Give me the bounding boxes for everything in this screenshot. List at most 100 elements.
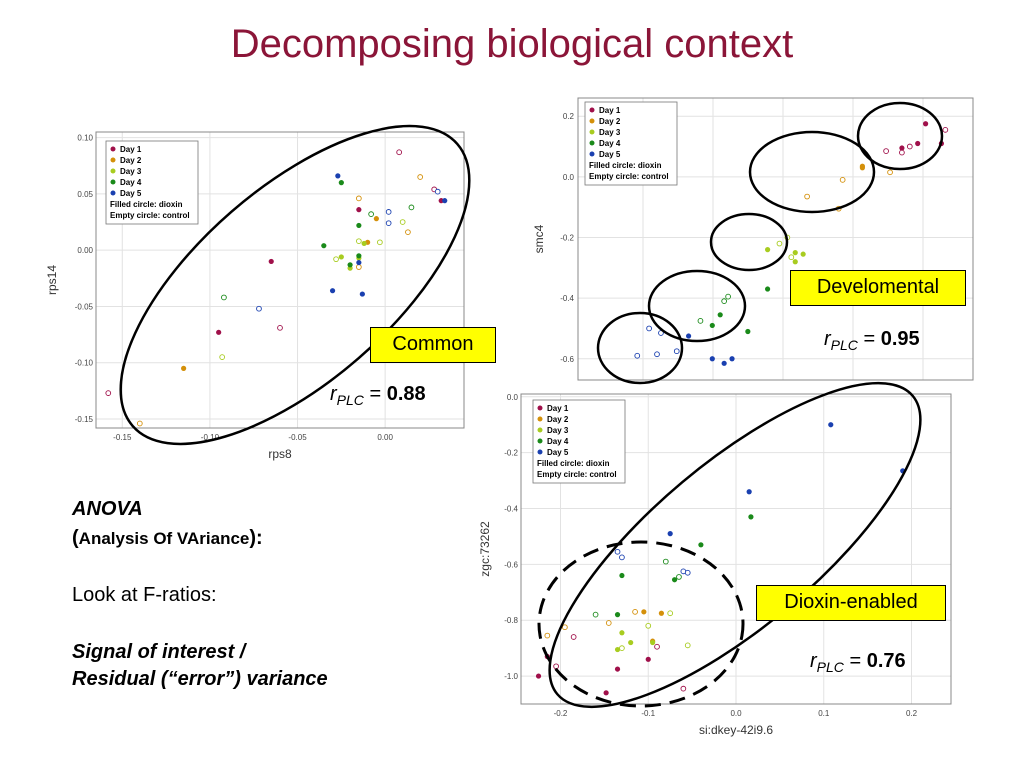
- y-tick-label: -0.4: [560, 294, 574, 303]
- point-control: [658, 330, 664, 336]
- legend-label: Day 4: [547, 437, 569, 446]
- legend-label: Day 3: [120, 167, 142, 176]
- chart-common: -0.15 -0.10 -0.05 0.00 0.10 0.05 0.00 -0.05 -0.1…: [45, 131, 465, 461]
- point-control: [839, 177, 846, 183]
- point-dioxin: [765, 247, 771, 253]
- y-tick-label: 0.00: [77, 246, 93, 255]
- point-control: [277, 324, 283, 331]
- y-tick-label: -0.05: [75, 302, 94, 311]
- x-tick-label: -0.15: [113, 433, 132, 442]
- point-control: [654, 351, 660, 358]
- point-dioxin: [650, 639, 656, 646]
- legend-marker: [589, 151, 595, 157]
- point-dioxin: [658, 610, 665, 616]
- point-control: [654, 643, 660, 650]
- legend-marker: [110, 168, 116, 174]
- point-control: [676, 574, 682, 580]
- point-dioxin: [321, 243, 327, 249]
- point-control: [544, 632, 551, 639]
- anova-expansion: (Analysis Of VAriance):: [72, 527, 263, 549]
- point-dioxin: [745, 328, 751, 335]
- legend-label: Day 5: [547, 448, 569, 457]
- residual-line: Residual (“error”) variance: [72, 668, 328, 690]
- point-control: [697, 318, 704, 324]
- point-dioxin: [717, 312, 723, 318]
- point-dioxin: [915, 140, 921, 147]
- y-tick-label: -0.6: [560, 355, 574, 364]
- point-control: [614, 548, 621, 555]
- chart-dioxin: -0.2 -0.1 0.0 0.1 0.2 0.0 -0.2 -0.4 -0.6 -0.8 -1.0…: [479, 393, 952, 737]
- legend-marker: [537, 416, 543, 422]
- point-control: [646, 325, 652, 332]
- x-tick-label: -0.05: [288, 433, 307, 442]
- point-control: [368, 211, 374, 218]
- point-dioxin: [373, 216, 379, 222]
- point-dioxin: [361, 240, 367, 247]
- point-control: [619, 645, 625, 651]
- point-dioxin: [619, 630, 625, 636]
- point-dioxin: [641, 609, 647, 615]
- point-control: [804, 193, 810, 200]
- point-dioxin: [442, 198, 448, 204]
- x-tick-label: 0.0: [730, 709, 742, 718]
- point-dioxin: [729, 356, 735, 362]
- point-dioxin: [338, 180, 344, 186]
- y-tick-label: -1.0: [504, 672, 518, 681]
- legend-label: Day 3: [547, 426, 569, 435]
- point-dioxin: [721, 360, 727, 366]
- point-dioxin: [268, 258, 274, 265]
- y-tick-label: 0.0: [507, 393, 519, 402]
- point-control: [333, 256, 339, 263]
- anova-heading: ANOVA: [72, 498, 143, 520]
- point-control: [721, 298, 728, 305]
- point-dioxin: [359, 291, 365, 297]
- legend-note: Filled circle: dioxin: [110, 200, 183, 209]
- legend-note: Empty circle: control: [537, 470, 617, 479]
- legend-note: Filled circle: dioxin: [589, 161, 662, 170]
- point-control: [899, 149, 905, 156]
- y-tick-label: 0.05: [77, 190, 93, 199]
- legend-marker: [110, 146, 116, 152]
- legend-label: Day 1: [599, 106, 621, 115]
- point-control: [136, 420, 143, 427]
- point-dioxin: [614, 666, 621, 672]
- anova-text-block: ANOVA (Analysis Of VAriance): Look at F-…: [72, 498, 328, 691]
- point-control: [592, 611, 599, 618]
- point-control: [942, 126, 949, 133]
- point-control: [408, 204, 415, 211]
- legend-marker: [110, 157, 116, 163]
- legend-marker: [110, 190, 116, 196]
- y-tick-label: -0.8: [504, 616, 518, 625]
- point-dioxin: [645, 656, 651, 662]
- legend-marker: [589, 107, 595, 113]
- point-control: [356, 238, 362, 245]
- point-control: [619, 554, 625, 561]
- point-control: [662, 558, 669, 565]
- point-dioxin: [628, 639, 634, 646]
- point-control: [221, 294, 227, 301]
- point-dioxin: [614, 612, 621, 618]
- y-tick-label: -0.15: [75, 415, 94, 424]
- point-control: [632, 608, 638, 615]
- y-axis-label: smc4: [533, 224, 546, 253]
- slide-title: Decomposing biological context: [230, 22, 794, 66]
- legend-label: Day 3: [599, 128, 621, 137]
- legend-label: Day 4: [599, 139, 621, 148]
- point-dioxin: [938, 140, 944, 147]
- point-control: [634, 352, 641, 359]
- legend-label: Day 2: [599, 117, 621, 126]
- legend-label: Day 1: [547, 404, 569, 413]
- rplc-dioxin: rPLC = 0.76: [810, 650, 906, 675]
- point-control: [256, 305, 262, 312]
- point-dioxin: [356, 207, 362, 213]
- y-tick-label: -0.2: [560, 233, 574, 242]
- point-control: [434, 188, 441, 195]
- legend-label: Day 1: [120, 145, 142, 154]
- legend-marker: [589, 129, 595, 135]
- point-dioxin: [748, 514, 754, 520]
- point-dioxin: [686, 333, 692, 339]
- legend-label: Day 2: [120, 156, 142, 165]
- y-tick-label: -0.10: [75, 359, 94, 368]
- point-control: [385, 209, 392, 215]
- point-control: [906, 143, 913, 150]
